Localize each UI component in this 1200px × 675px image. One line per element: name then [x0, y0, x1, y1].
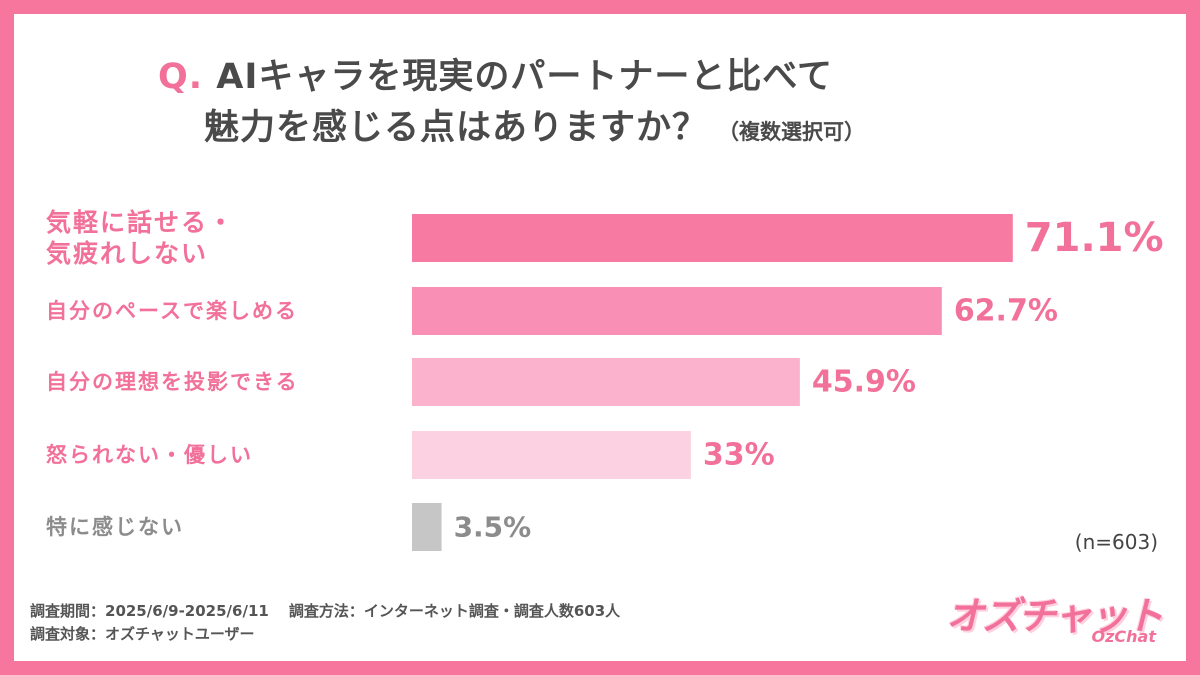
bar-1 — [412, 214, 1013, 262]
infographic-panel — [14, 14, 1186, 661]
category-label-3: 自分の理想を投影できる — [46, 370, 299, 394]
question-title: Q. AIキャラを現実のパートナーと比べて 魅力を感じる点はありますか？ （複数選… — [158, 52, 865, 154]
bar-5 — [412, 503, 442, 551]
survey-method: 調査方法：インターネット調査・調査人数603人 — [288, 602, 621, 620]
value-label-1: 71.1% — [1025, 215, 1164, 261]
value-label-3: 45.9% — [812, 365, 916, 400]
bar-3 — [412, 358, 800, 406]
ozchat-logo: オズチャット OzChat — [946, 585, 1164, 649]
question-line-1: AIキャラを現実のパートナーと比べて — [216, 57, 833, 97]
bar-4 — [412, 431, 691, 479]
question-line-2: 魅力を感じる点はありますか？ — [204, 107, 709, 148]
value-label-4: 33% — [703, 438, 775, 473]
survey-period: 調査期間：2025/6/9-2025/6/11 — [30, 602, 269, 620]
category-label-5: 特に感じない — [46, 515, 184, 539]
logo-wordmark: オズチャット — [946, 594, 1164, 638]
question-note: （複数選択可） — [718, 119, 866, 144]
value-label-5: 3.5% — [454, 511, 532, 544]
logo-subtext: OzChat — [1091, 627, 1157, 646]
category-label-1-line-1: 気軽に話せる・ — [46, 208, 235, 237]
category-label-4: 怒られない・優しい — [46, 443, 253, 467]
survey-footer: 調査期間：2025/6/9-2025/6/11 調査方法：インターネット調査・調査… — [30, 600, 620, 647]
survey-target: 調査対象：オズチャットユーザー — [30, 625, 255, 644]
category-label-2: 自分のペースで楽しめる — [46, 299, 298, 323]
category-label-1-line-2: 気疲れしない — [46, 239, 208, 268]
value-label-2: 62.7% — [954, 294, 1058, 329]
sample-size: (n=603) — [1074, 530, 1158, 554]
bar-2 — [412, 287, 942, 335]
question-mark: Q. — [158, 57, 204, 97]
